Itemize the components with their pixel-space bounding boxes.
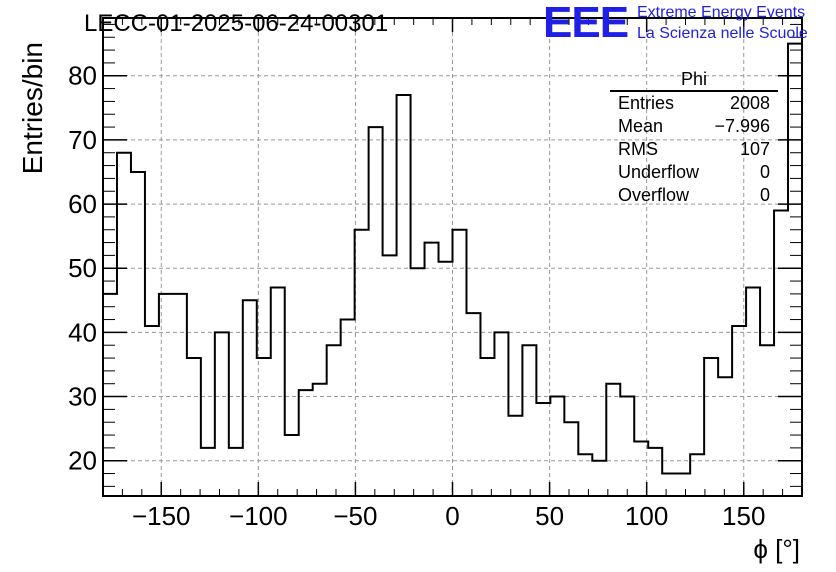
stats-label: RMS xyxy=(618,139,658,159)
stats-row-overflow: Overflow 0 xyxy=(610,184,778,207)
stats-box: Phi Entries 2008 Mean −7.996 RMS 107 Und… xyxy=(610,70,778,207)
stats-label: Mean xyxy=(618,116,664,136)
x-tick-label: −150 xyxy=(132,501,191,531)
logo-mark: EEE xyxy=(543,0,629,47)
grid-lines xyxy=(103,18,802,496)
y-tick-label: 80 xyxy=(68,61,97,91)
y-tick-label: 30 xyxy=(68,382,97,412)
x-tick-label: 0 xyxy=(445,501,459,531)
y-tick-label: 40 xyxy=(68,317,97,347)
x-tick-label: 50 xyxy=(535,501,564,531)
stats-row-entries: Entries 2008 xyxy=(610,92,778,115)
x-axis-label: ϕ [°] xyxy=(753,534,800,564)
run-title: LECC-01-2025-06-24-00301 xyxy=(84,10,389,37)
plot-frame xyxy=(102,17,803,497)
stats-value: 107 xyxy=(739,139,770,159)
x-tick-label: 100 xyxy=(625,501,668,531)
stats-title: Phi xyxy=(610,70,778,92)
stats-value: −7.996 xyxy=(714,116,770,136)
stats-row-rms: RMS 107 xyxy=(610,138,778,161)
y-tick-label: 70 xyxy=(68,125,97,155)
stats-row-underflow: Underflow 0 xyxy=(610,161,778,184)
logo-line-1: Extreme Energy Events xyxy=(637,4,806,21)
logo-line-2: La Scienza nelle Scuole xyxy=(637,25,808,42)
x-tick-label: −50 xyxy=(333,501,377,531)
stats-label: Overflow xyxy=(618,185,690,205)
y-axis-ticks: 20 30 40 50 60 70 80 xyxy=(68,23,802,487)
stats-label: Underflow xyxy=(618,162,700,182)
y-tick-label: 60 xyxy=(68,189,97,219)
y-tick-label: 20 xyxy=(68,446,97,476)
x-tick-label: −100 xyxy=(229,501,288,531)
y-axis-label: Entries/bin xyxy=(17,42,48,174)
stats-value: 2008 xyxy=(729,93,770,113)
stats-value: 0 xyxy=(759,162,770,182)
x-tick-label: 150 xyxy=(722,501,765,531)
y-tick-label: 50 xyxy=(68,253,97,283)
histogram-outline xyxy=(102,42,802,496)
stats-label: Entries xyxy=(618,93,675,113)
stats-row-mean: Mean −7.996 xyxy=(610,115,778,138)
x-axis-ticks: −150 −100 −50 0 50 100 150 xyxy=(121,18,784,531)
stats-value: 0 xyxy=(759,185,770,205)
